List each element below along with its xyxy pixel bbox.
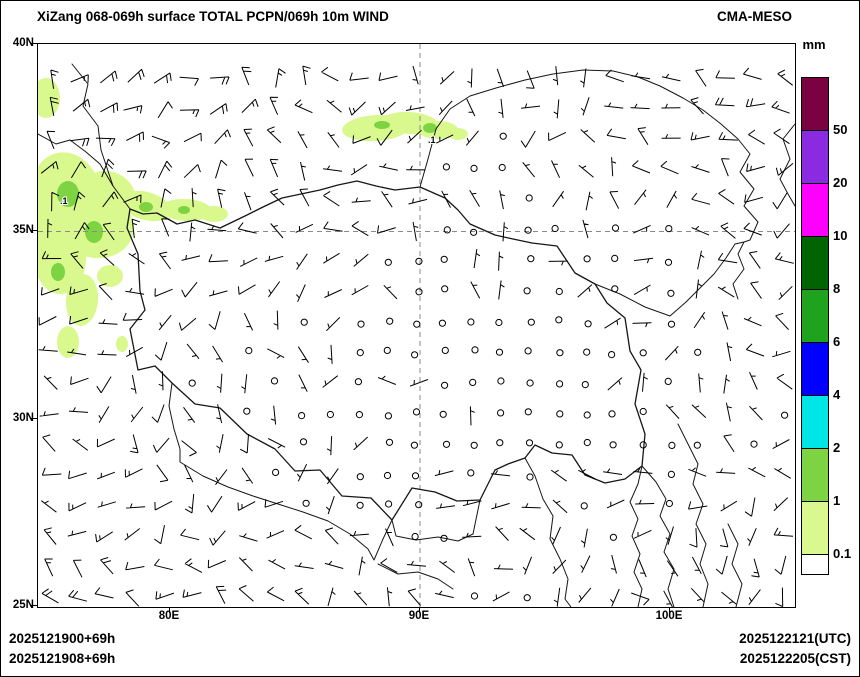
colorbar-label: 10 bbox=[833, 228, 848, 243]
axis-tick bbox=[169, 607, 170, 613]
colorbar-segment bbox=[802, 342, 828, 395]
lat-axis-label: 30N bbox=[12, 412, 34, 424]
colorbar-segment bbox=[802, 554, 828, 574]
chart-title: XiZang 068-069h surface TOTAL PCPN/069h … bbox=[37, 9, 389, 24]
axis-tick bbox=[669, 607, 670, 613]
svg-text:.1: .1 bbox=[60, 196, 68, 206]
map-plot: .1 .1 bbox=[38, 44, 795, 607]
init-time-line-1: 2025121900+69h bbox=[9, 631, 116, 646]
axis-tick bbox=[30, 230, 37, 231]
colorbar-segment bbox=[802, 236, 828, 289]
lon-axis-label: 90E bbox=[408, 610, 430, 622]
init-time-line-2: 2025121908+69h bbox=[9, 651, 116, 666]
colorbar-label: 0.1 bbox=[833, 546, 852, 561]
lon-axis-label: 100E bbox=[655, 610, 683, 622]
colorbar-label: 2 bbox=[833, 440, 841, 455]
precip-layer bbox=[38, 78, 468, 358]
axis-tick bbox=[30, 418, 37, 419]
lon-axis-label: 80E bbox=[158, 610, 180, 622]
colorbar-segment bbox=[802, 395, 828, 448]
colorbar-label: 20 bbox=[833, 175, 848, 190]
colorbar-label: 4 bbox=[833, 387, 841, 402]
boundaries-layer bbox=[38, 63, 795, 607]
colorbar-segment bbox=[802, 448, 828, 501]
valid-time-utc: 2025122121(UTC) bbox=[739, 631, 851, 646]
colorbar-segment bbox=[802, 130, 828, 183]
colorbar-label: 6 bbox=[833, 334, 841, 349]
axis-tick bbox=[30, 605, 37, 606]
colorbar-unit: mm bbox=[802, 37, 826, 52]
axis-tick bbox=[419, 607, 420, 613]
valid-time-cst: 2025122205(CST) bbox=[739, 651, 851, 666]
colorbar-segment bbox=[802, 501, 828, 554]
svg-text:.1: .1 bbox=[428, 135, 436, 145]
colorbar-label: 8 bbox=[833, 281, 841, 296]
colorbar-label: 50 bbox=[833, 122, 848, 137]
lat-axis-label: 25N bbox=[12, 599, 34, 611]
lat-axis-label: 40N bbox=[12, 37, 34, 49]
map-frame: .1 .1 bbox=[37, 43, 796, 608]
colorbar-segment bbox=[802, 289, 828, 342]
model-name: CMA-MESO bbox=[717, 9, 792, 24]
lat-axis-label: 35N bbox=[12, 224, 34, 236]
colorbar-segment bbox=[802, 78, 828, 130]
init-time-block: 2025121900+69h 2025121908+69h bbox=[9, 629, 115, 669]
colorbar-label: 1 bbox=[833, 493, 841, 508]
colorbar-segment bbox=[802, 183, 828, 236]
contour-labels: .1 .1 bbox=[59, 134, 437, 207]
axis-tick bbox=[30, 43, 37, 44]
colorbar bbox=[801, 77, 829, 575]
wind-barbs-layer bbox=[38, 65, 794, 607]
valid-time-block: 2025122121(UTC) 2025122205(CST) bbox=[739, 629, 851, 669]
